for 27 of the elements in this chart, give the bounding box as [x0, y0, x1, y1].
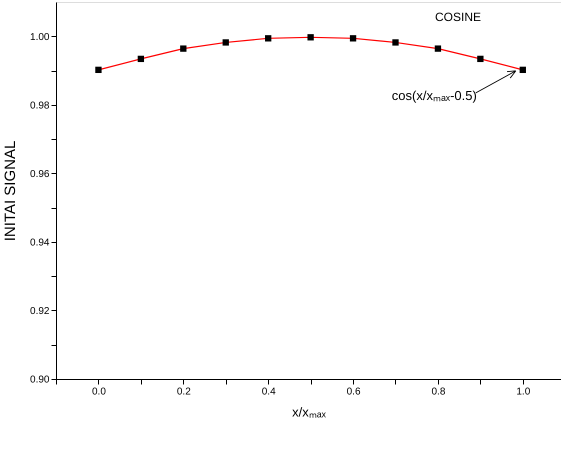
- x-tick-label: 1.0: [516, 386, 531, 398]
- point: [520, 66, 526, 74]
- annotation: cos(x/xₘₐₓ-0.5): [392, 88, 477, 103]
- x-tick-label: 0.2: [176, 386, 192, 398]
- y-tick-label: 1.00: [30, 32, 50, 43]
- point: [350, 35, 356, 42]
- y-tick-label: 0.90: [30, 374, 50, 386]
- point: [477, 56, 484, 62]
- y-tick-label: 0.98: [30, 100, 50, 112]
- point: [307, 34, 314, 40]
- point: [265, 35, 272, 42]
- point: [95, 66, 102, 74]
- point: [138, 56, 144, 62]
- y-tick-label: 0.96: [30, 168, 50, 180]
- x-tick-label: 0.0: [92, 386, 106, 398]
- y-tick-label: 0.92: [30, 306, 50, 317]
- point: [392, 39, 399, 46]
- x-tick-label: 0.8: [431, 386, 446, 398]
- text: COSINE: [434, 10, 481, 24]
- y-axis-title: INITAI SIGNAL: [2, 140, 20, 242]
- point: [222, 39, 229, 46]
- y-tick-label: 0.94: [30, 237, 50, 248]
- x-tick-label: 0.4: [262, 386, 276, 398]
- point: [434, 45, 442, 52]
- point: [180, 45, 186, 52]
- x-tick-label: 0.6: [346, 386, 361, 398]
- x-axis-title: x/xₘₐₓ: [292, 404, 327, 420]
